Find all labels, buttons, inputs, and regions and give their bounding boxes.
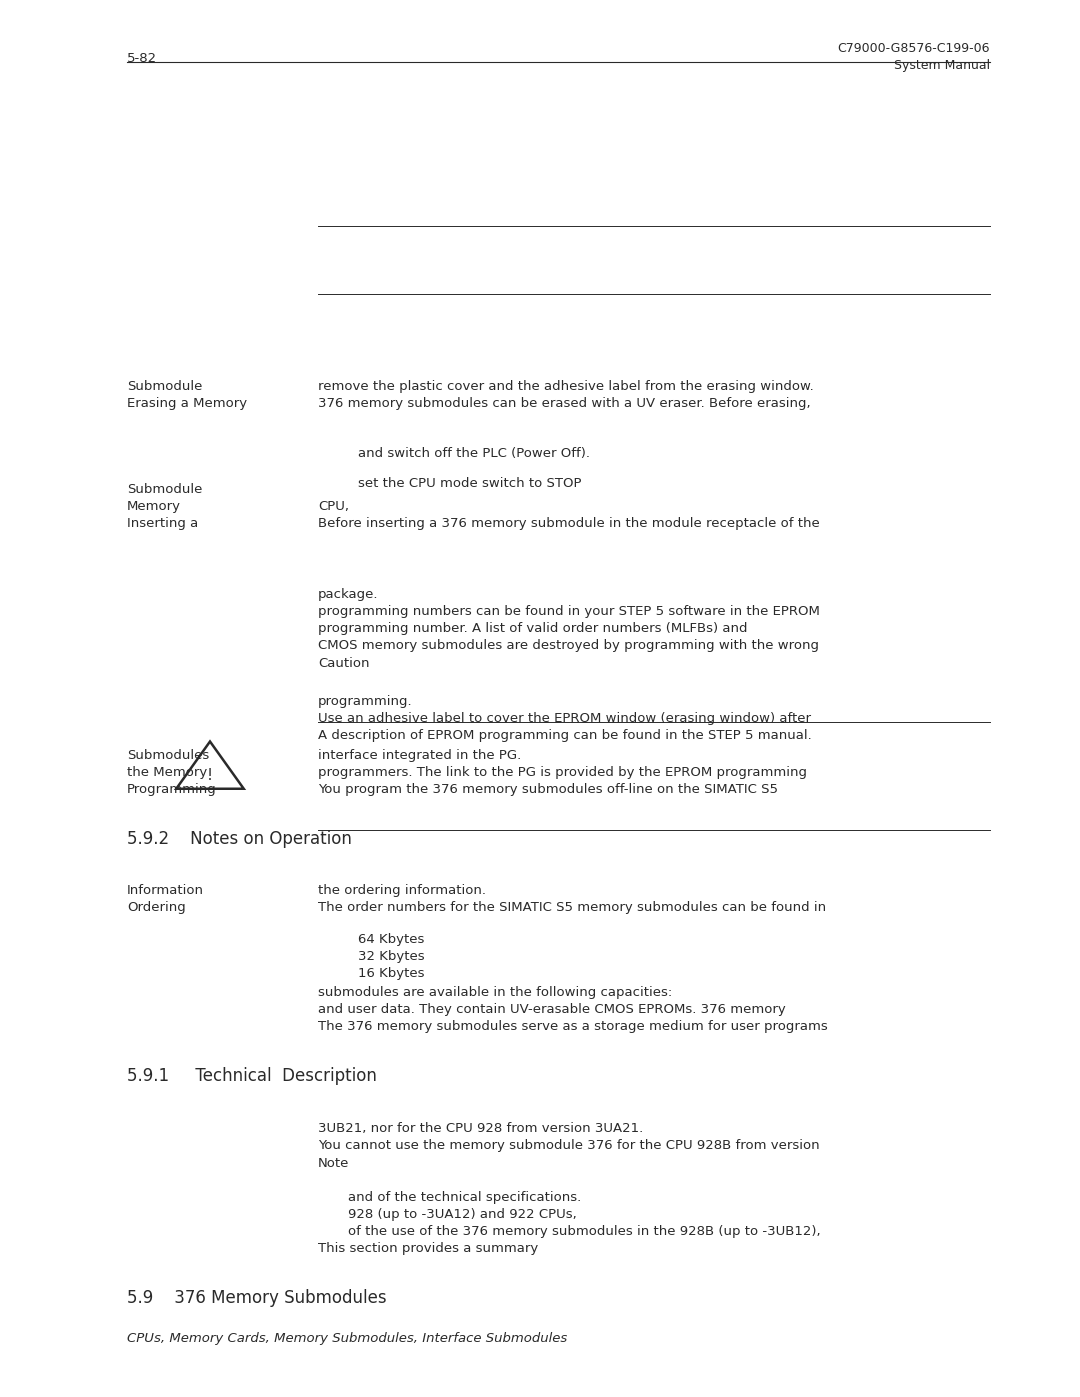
- Text: A description of EPROM programming can be found in the STEP 5 manual.: A description of EPROM programming can b…: [318, 729, 812, 742]
- Text: remove the plastic cover and the adhesive label from the erasing window.: remove the plastic cover and the adhesiv…: [318, 380, 813, 393]
- Text: 928 (up to -3UA12) and 922 CPUs,: 928 (up to -3UA12) and 922 CPUs,: [348, 1208, 577, 1221]
- Text: Use an adhesive label to cover the EPROM window (erasing window) after: Use an adhesive label to cover the EPROM…: [318, 712, 811, 725]
- Text: package.: package.: [318, 588, 378, 601]
- Text: Inserting a: Inserting a: [127, 517, 199, 529]
- Text: !: !: [207, 768, 213, 782]
- Text: The 376 memory submodules serve as a storage medium for user programs: The 376 memory submodules serve as a sto…: [318, 1020, 827, 1032]
- Text: Submodules: Submodules: [127, 749, 210, 761]
- Text: programming numbers can be found in your STEP 5 software in the EPROM: programming numbers can be found in your…: [318, 605, 820, 617]
- Text: and user data. They contain UV-erasable CMOS EPROMs. 376 memory: and user data. They contain UV-erasable …: [318, 1003, 786, 1016]
- Text: interface integrated in the PG.: interface integrated in the PG.: [318, 749, 522, 761]
- Text: Ordering: Ordering: [127, 901, 186, 914]
- Text: Information: Information: [127, 884, 204, 897]
- Text: You program the 376 memory submodules off-line on the SIMATIC S5: You program the 376 memory submodules of…: [318, 782, 778, 796]
- Text: submodules are available in the following capacities:: submodules are available in the followin…: [318, 986, 672, 999]
- Text: 5.9    376 Memory Submodules: 5.9 376 Memory Submodules: [127, 1289, 387, 1308]
- Text: of the use of the 376 memory submodules in the 928B (up to -3UB12),: of the use of the 376 memory submodules …: [348, 1225, 821, 1238]
- Text: 16 Kbytes: 16 Kbytes: [357, 967, 424, 981]
- Text: C79000-G8576-C199-06: C79000-G8576-C199-06: [837, 42, 990, 54]
- Text: Submodule: Submodule: [127, 483, 202, 496]
- Text: This section provides a summary: This section provides a summary: [318, 1242, 538, 1255]
- Text: the ordering information.: the ordering information.: [318, 884, 486, 897]
- Text: and switch off the PLC (Power Off).: and switch off the PLC (Power Off).: [357, 447, 590, 460]
- Text: 5-82: 5-82: [127, 52, 157, 66]
- Text: You cannot use the memory submodule 376 for the CPU 928B from version: You cannot use the memory submodule 376 …: [318, 1139, 820, 1153]
- Text: 5.9.1     Technical  Description: 5.9.1 Technical Description: [127, 1067, 377, 1085]
- Text: programmers. The link to the PG is provided by the EPROM programming: programmers. The link to the PG is provi…: [318, 766, 807, 780]
- Text: System Manual: System Manual: [894, 59, 990, 73]
- Text: Memory: Memory: [127, 500, 181, 513]
- Text: programming number. A list of valid order numbers (MLFBs) and: programming number. A list of valid orde…: [318, 622, 747, 636]
- Text: Submodule: Submodule: [127, 380, 202, 393]
- Text: Erasing a Memory: Erasing a Memory: [127, 397, 247, 409]
- Text: Programming: Programming: [127, 782, 217, 796]
- Text: 32 Kbytes: 32 Kbytes: [357, 950, 424, 963]
- Text: The order numbers for the SIMATIC S5 memory submodules can be found in: The order numbers for the SIMATIC S5 mem…: [318, 901, 826, 914]
- Text: set the CPU mode switch to STOP: set the CPU mode switch to STOP: [357, 476, 581, 490]
- Text: and of the technical specifications.: and of the technical specifications.: [348, 1192, 581, 1204]
- Text: Note: Note: [318, 1157, 349, 1171]
- Text: Caution: Caution: [318, 657, 369, 671]
- Text: CMOS memory submodules are destroyed by programming with the wrong: CMOS memory submodules are destroyed by …: [318, 638, 819, 652]
- Text: 3UB21, nor for the CPU 928 from version 3UA21.: 3UB21, nor for the CPU 928 from version …: [318, 1122, 644, 1134]
- Text: the Memory: the Memory: [127, 766, 207, 780]
- Text: 64 Kbytes: 64 Kbytes: [357, 933, 424, 946]
- Text: CPU,: CPU,: [318, 500, 349, 513]
- Text: 376 memory submodules can be erased with a UV eraser. Before erasing,: 376 memory submodules can be erased with…: [318, 397, 811, 409]
- Text: Before inserting a 376 memory submodule in the module receptacle of the: Before inserting a 376 memory submodule …: [318, 517, 820, 529]
- Text: 5.9.2    Notes on Operation: 5.9.2 Notes on Operation: [127, 830, 352, 848]
- Text: CPUs, Memory Cards, Memory Submodules, Interface Submodules: CPUs, Memory Cards, Memory Submodules, I…: [127, 1331, 567, 1345]
- Text: programming.: programming.: [318, 694, 413, 708]
